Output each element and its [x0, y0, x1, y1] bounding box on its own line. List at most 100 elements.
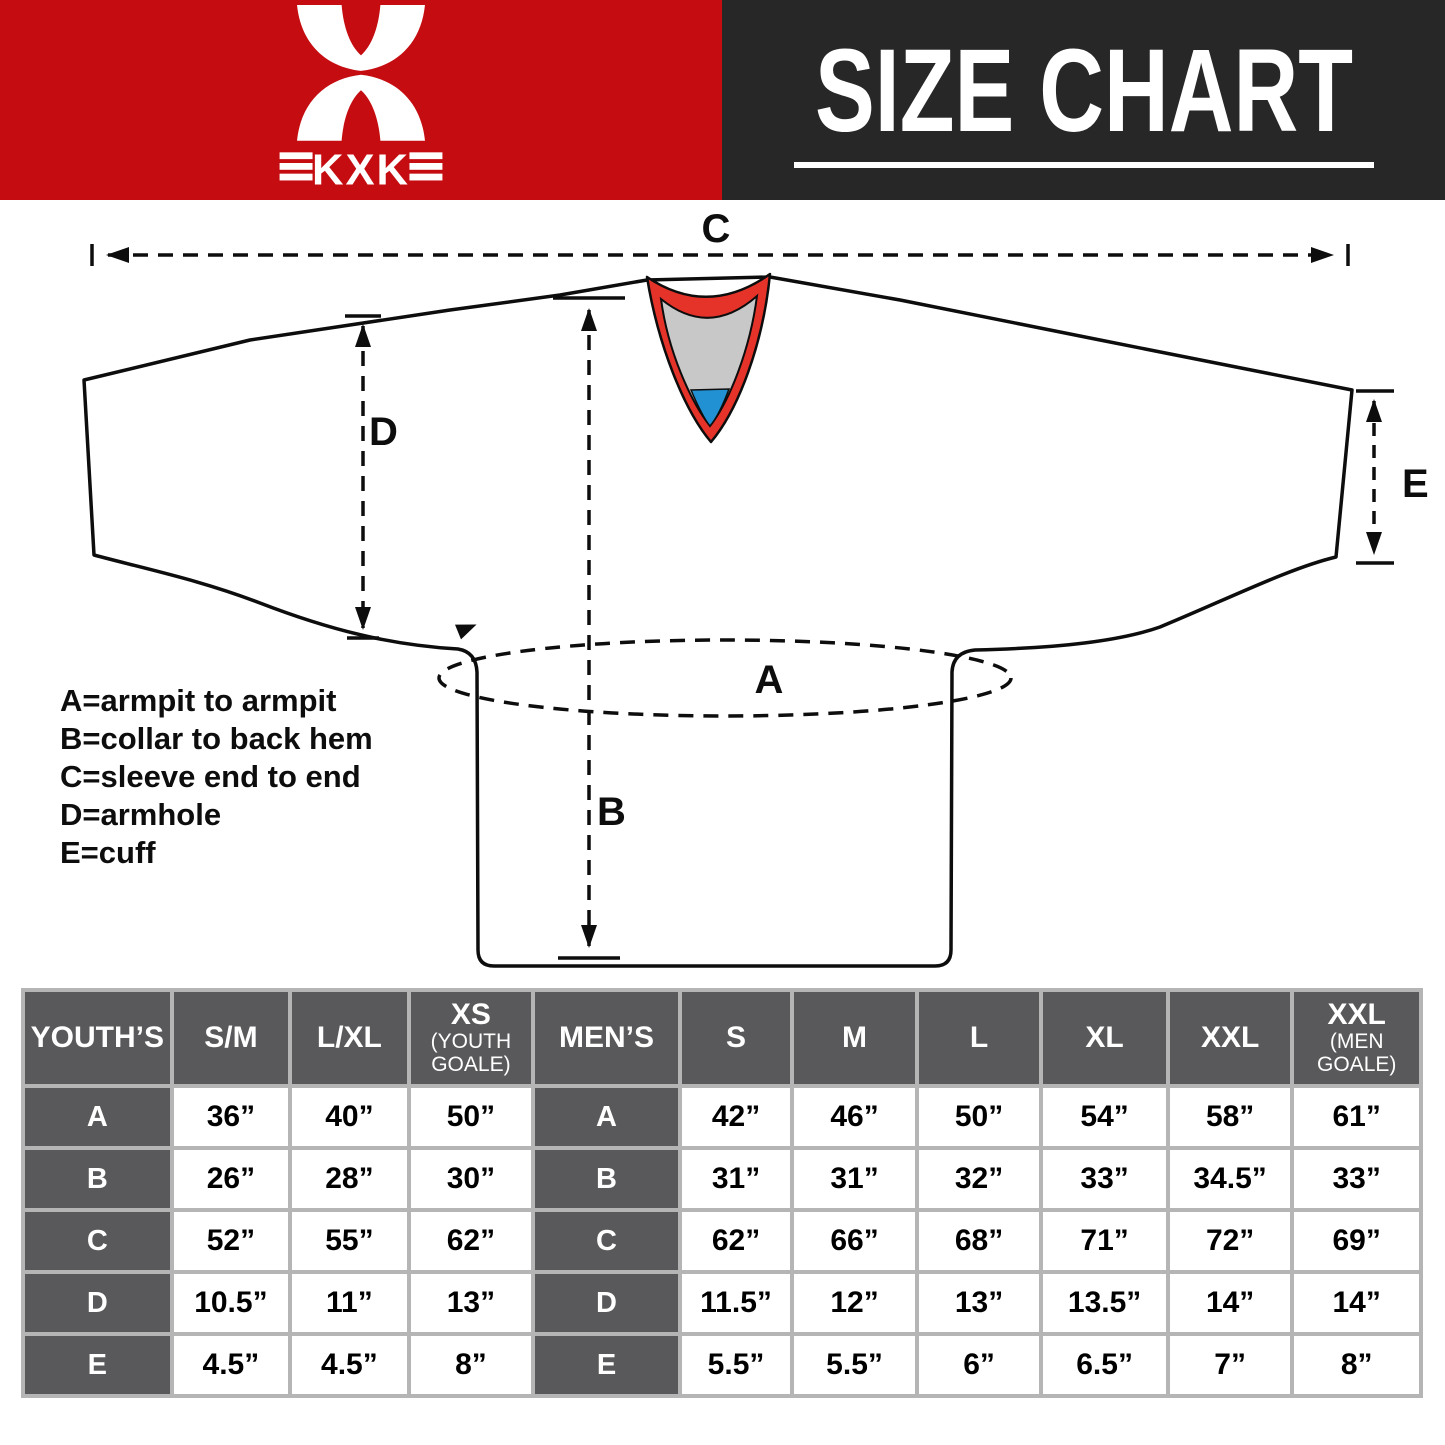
men-c-l: 68” [918, 1212, 1040, 1270]
table-header-row: YOUTH’S S/M L/XL XS (YOUTH GOALE) MEN’S … [25, 992, 1419, 1084]
logo-right-bars-icon [409, 152, 443, 181]
men-c-s: 62” [681, 1212, 791, 1270]
legend-item-a: A=armpit to armpit [60, 683, 337, 718]
measure-b-arrow [553, 296, 625, 960]
measure-d-arrow [345, 314, 381, 640]
page-title: SIZE CHART [814, 25, 1353, 157]
youth-c-sm: 52” [173, 1212, 289, 1270]
men-b-s: 31” [681, 1150, 791, 1208]
title-underline [793, 162, 1374, 168]
men-size-xxl: XXL [1169, 992, 1291, 1084]
men-b-l: 32” [918, 1150, 1040, 1208]
men-a-xxl: 58” [1169, 1088, 1291, 1146]
youth-e-goalie: 8” [410, 1336, 532, 1394]
legend-item-b: B=collar to back hem [60, 721, 373, 756]
jersey-outline [82, 275, 1354, 968]
page-header: KXK SIZE CHART [0, 0, 1445, 200]
youth-row-label-e: E [25, 1336, 170, 1394]
measure-label-e: E [1402, 462, 1429, 506]
youth-size-goalie: XS (YOUTH GOALE) [410, 992, 532, 1084]
table-row: B 26” 28” 30” B 31” 31” 32” 33” 34.5” 33… [25, 1150, 1419, 1208]
men-row-label-e: E [535, 1336, 678, 1394]
men-e-goalie: 8” [1294, 1336, 1419, 1394]
men-b-goalie: 33” [1294, 1150, 1419, 1208]
men-row-label-b: B [535, 1150, 678, 1208]
youth-goalie-note: (YOUTH GOALE) [430, 1030, 512, 1076]
men-goalie-size: XXL [1327, 998, 1386, 1031]
men-row-label-a: A [535, 1088, 678, 1146]
table-row: C 52” 55” 62” C 62” 66” 68” 71” 72” 69” [25, 1212, 1419, 1270]
youth-b-sm: 26” [173, 1150, 289, 1208]
measure-a-ellipse [437, 638, 1013, 718]
men-d-xl: 13.5” [1043, 1274, 1166, 1332]
men-section-header: MEN’S [535, 992, 678, 1084]
men-size-goalie: XXL (MEN GOALE) [1294, 992, 1419, 1084]
men-a-goalie: 61” [1294, 1088, 1419, 1146]
men-e-xxl: 7” [1169, 1336, 1291, 1394]
jersey-measurement-diagram: C D B A E [82, 204, 1432, 968]
men-goalie-note: (MEN GOALE) [1317, 1030, 1397, 1076]
youth-e-lxl: 4.5” [292, 1336, 407, 1394]
measure-c-arrow [90, 244, 1350, 266]
brand-banner: KXK [0, 0, 722, 200]
logo-top-wing [297, 5, 425, 71]
measure-label-c: C [702, 207, 731, 251]
measure-e-arrow [1356, 389, 1394, 565]
legend-item-e: E=cuff [60, 835, 156, 870]
men-e-xl: 6.5” [1043, 1336, 1166, 1394]
logo-left-bars-icon [279, 152, 313, 181]
youth-d-lxl: 11” [292, 1274, 407, 1332]
youth-row-label-c: C [25, 1212, 170, 1270]
men-c-goalie: 69” [1294, 1212, 1419, 1270]
table-row: A 36” 40” 50” A 42” 46” 50” 54” 58” 61” [25, 1088, 1419, 1146]
youth-row-label-b: B [25, 1150, 170, 1208]
men-a-l: 50” [918, 1088, 1040, 1146]
youth-a-sm: 36” [173, 1088, 289, 1146]
youth-size-sm: S/M [173, 992, 289, 1084]
table-row: E 4.5” 4.5” 8” E 5.5” 5.5” 6” 6.5” 7” 8” [25, 1336, 1419, 1394]
men-a-m: 46” [794, 1088, 915, 1146]
youth-goalie-size: XS [450, 998, 491, 1031]
logo-bottom-wing [297, 74, 425, 141]
youth-d-sm: 10.5” [173, 1274, 289, 1332]
size-table: YOUTH’S S/M L/XL XS (YOUTH GOALE) MEN’S … [21, 988, 1423, 1398]
men-b-xxl: 34.5” [1169, 1150, 1291, 1208]
youth-d-goalie: 13” [410, 1274, 532, 1332]
men-size-m: M [794, 992, 915, 1084]
men-d-m: 12” [794, 1274, 915, 1332]
youth-c-lxl: 55” [292, 1212, 407, 1270]
men-c-xl: 71” [1043, 1212, 1166, 1270]
youth-b-lxl: 28” [292, 1150, 407, 1208]
men-d-xxl: 14” [1169, 1274, 1291, 1332]
men-e-s: 5.5” [681, 1336, 791, 1394]
men-e-m: 5.5” [794, 1336, 915, 1394]
legend-item-d: D=armhole [60, 797, 222, 832]
youth-row-label-d: D [25, 1274, 170, 1332]
youth-row-label-a: A [25, 1088, 170, 1146]
men-row-label-d: D [535, 1274, 678, 1332]
measure-label-b: B [597, 790, 626, 834]
men-d-goalie: 14” [1294, 1274, 1419, 1332]
youth-a-lxl: 40” [292, 1088, 407, 1146]
youth-b-goalie: 30” [410, 1150, 532, 1208]
men-row-label-c: C [535, 1212, 678, 1270]
youth-section-header: YOUTH’S [25, 992, 170, 1084]
measure-a-arrowhead [455, 624, 477, 640]
youth-size-lxl: L/XL [292, 992, 407, 1084]
collar-inner-panel [659, 293, 759, 428]
youth-a-goalie: 50” [410, 1088, 532, 1146]
men-d-s: 11.5” [681, 1274, 791, 1332]
measure-label-d: D [369, 410, 398, 454]
men-c-m: 66” [794, 1212, 915, 1270]
measure-label-a: A [755, 658, 784, 702]
men-e-l: 6” [918, 1336, 1040, 1394]
men-d-l: 13” [918, 1274, 1040, 1332]
table-row: D 10.5” 11” 13” D 11.5” 12” 13” 13.5” 14… [25, 1274, 1419, 1332]
youth-e-sm: 4.5” [173, 1336, 289, 1394]
men-a-s: 42” [681, 1088, 791, 1146]
legend-item-c: C=sleeve end to end [60, 759, 361, 794]
men-b-m: 31” [794, 1150, 915, 1208]
men-size-l: L [918, 992, 1040, 1084]
men-a-xl: 54” [1043, 1088, 1166, 1146]
youth-c-goalie: 62” [410, 1212, 532, 1270]
